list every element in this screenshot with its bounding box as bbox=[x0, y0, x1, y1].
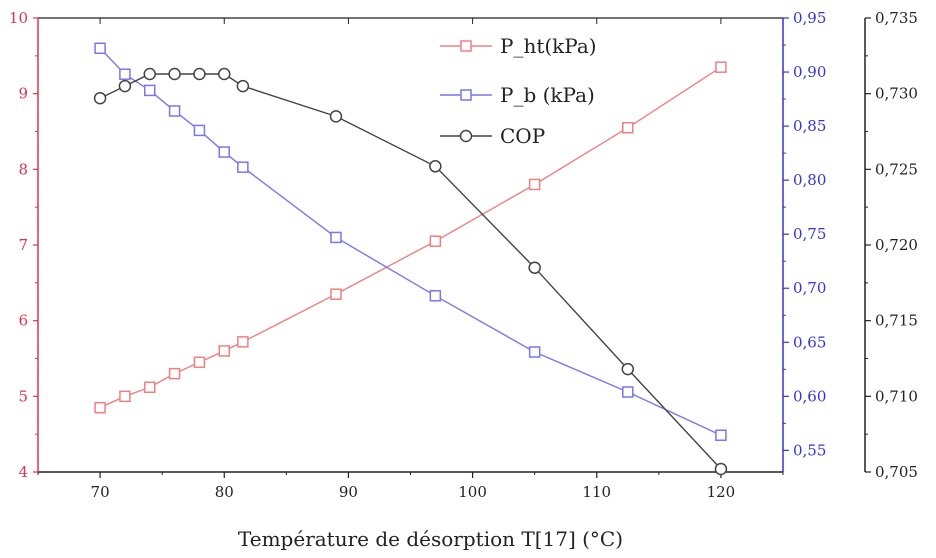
y-left-tick-label: 8 bbox=[18, 160, 28, 178]
point-cop bbox=[193, 67, 206, 81]
point-p-b bbox=[429, 290, 442, 302]
x-tick-label: 100 bbox=[458, 483, 487, 501]
point-p-b bbox=[119, 68, 131, 80]
legend-marker-p-ht bbox=[460, 40, 472, 52]
y-right-outer-tick-label: 0,735 bbox=[875, 9, 918, 27]
axes-layer: 70 80 90 100 110 120 4 5 6 7 8 9 10 0,55 0,60 0,65 0,70 0… bbox=[9, 9, 918, 501]
series-line-p-b bbox=[99, 47, 722, 436]
point-p-b bbox=[715, 429, 727, 441]
point-p-b bbox=[330, 231, 342, 244]
y-left-tick-label: 7 bbox=[18, 236, 28, 254]
x-tick-label: 70 bbox=[91, 483, 110, 501]
point-p-ht bbox=[119, 390, 131, 403]
y-left-tick-label: 4 bbox=[18, 463, 28, 481]
point-cop bbox=[236, 79, 250, 93]
point-p-ht bbox=[528, 178, 541, 191]
point-p-ht bbox=[330, 288, 342, 300]
legend-label-p-ht: P_ht(kPa) bbox=[500, 34, 597, 58]
point-cop bbox=[168, 67, 181, 81]
point-cop bbox=[429, 160, 442, 173]
point-p-ht bbox=[144, 381, 156, 394]
y-left-tick-label: 10 bbox=[9, 9, 28, 27]
point-p-b bbox=[528, 346, 541, 358]
legend-label-cop: COP bbox=[500, 124, 545, 148]
y-right-outer-tick-label: 0,730 bbox=[875, 85, 918, 103]
y-right-outer-tick-label: 0,705 bbox=[875, 463, 918, 481]
point-cop bbox=[714, 462, 728, 476]
x-tick-label: 110 bbox=[582, 483, 611, 501]
point-cop bbox=[621, 362, 635, 376]
legend-marker-cop bbox=[459, 129, 473, 143]
y-right-inner-tick-label: 0,90 bbox=[793, 63, 826, 81]
y-right-outer-tick-label: 0,710 bbox=[875, 387, 918, 405]
y-right-inner-tick-label: 0,60 bbox=[793, 387, 826, 405]
x-tick-label: 80 bbox=[215, 483, 234, 501]
point-p-ht bbox=[168, 367, 181, 380]
point-p-b bbox=[168, 105, 181, 117]
y-right-outer-tick-label: 0,725 bbox=[875, 160, 918, 178]
y-right-inner-tick-label: 0,85 bbox=[793, 117, 826, 135]
point-cop bbox=[143, 67, 156, 81]
y-right-inner-tick-label: 0,80 bbox=[793, 171, 826, 189]
x-axis-label: Température de désorption T[17] (°C) bbox=[238, 527, 623, 551]
x-tick-label: 120 bbox=[707, 483, 736, 501]
y-left-tick-label: 5 bbox=[18, 387, 28, 405]
point-p-b bbox=[622, 386, 634, 398]
point-cop bbox=[93, 91, 107, 105]
legend-entry-p-ht: P_ht(kPa) bbox=[440, 34, 597, 58]
y-left-tick-label: 9 bbox=[18, 85, 28, 103]
point-p-ht bbox=[622, 121, 634, 134]
legend-label-p-b: P_b (kPa) bbox=[500, 83, 595, 107]
legend: P_ht(kPa) P_b (kPa) COP bbox=[440, 34, 597, 148]
y-right-inner-tick-label: 0,70 bbox=[793, 279, 826, 297]
legend-entry-cop: COP bbox=[440, 124, 545, 148]
y-left-tick-label: 6 bbox=[18, 312, 28, 330]
y-right-outer-tick-label: 0,715 bbox=[875, 312, 918, 330]
point-cop bbox=[528, 261, 541, 274]
point-cop bbox=[329, 110, 343, 123]
point-cop bbox=[118, 79, 132, 93]
y-right-inner-tick-label: 0,75 bbox=[793, 225, 826, 243]
point-p-ht bbox=[237, 336, 249, 348]
point-p-ht bbox=[218, 345, 230, 357]
point-p-b bbox=[193, 124, 206, 137]
point-p-b bbox=[218, 146, 230, 158]
legend-marker-p-b bbox=[460, 89, 472, 101]
point-p-ht bbox=[429, 235, 442, 247]
point-p-ht bbox=[94, 401, 106, 414]
series-layer bbox=[93, 42, 728, 476]
y-right-inner-tick-label: 0,55 bbox=[793, 441, 826, 459]
point-p-b bbox=[237, 161, 249, 173]
x-tick-label: 90 bbox=[339, 483, 358, 501]
point-p-b bbox=[144, 84, 156, 97]
y-right-outer-tick-label: 0,720 bbox=[875, 236, 918, 254]
point-p-ht bbox=[193, 356, 206, 369]
y-right-inner-tick-label: 0,65 bbox=[793, 333, 826, 351]
point-p-ht bbox=[715, 61, 727, 73]
y-right-inner-tick-label: 0,95 bbox=[793, 9, 826, 27]
series-line-p-ht bbox=[99, 66, 722, 409]
point-p-b bbox=[94, 42, 106, 55]
legend-entry-p-b: P_b (kPa) bbox=[440, 83, 595, 107]
point-cop bbox=[218, 67, 231, 81]
